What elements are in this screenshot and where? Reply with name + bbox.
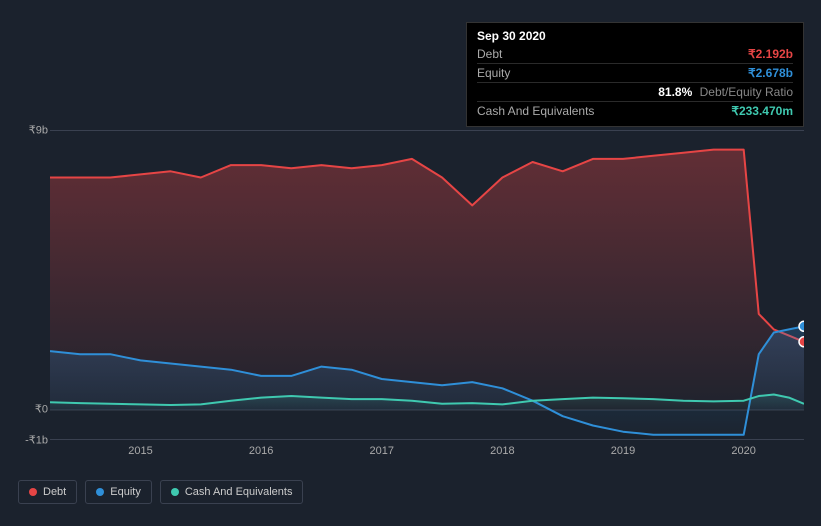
x-tick-label: 2020 (731, 445, 755, 457)
legend-item-equity[interactable]: Equity (85, 480, 152, 504)
tooltip-row: 81.8% Debt/Equity Ratio (477, 83, 793, 102)
tooltip-row: Debt ₹2.192b (477, 45, 793, 64)
end-marker-debt (799, 337, 804, 347)
tooltip-value: ₹2.192b (748, 47, 793, 61)
x-tick-label: 2015 (128, 445, 152, 457)
y-tick-label: ₹0 (35, 403, 48, 416)
chart-legend: Debt Equity Cash And Equivalents (18, 480, 303, 504)
x-tick-label: 2017 (370, 445, 394, 457)
data-tooltip: Sep 30 2020 Debt ₹2.192b Equity ₹2.678b 81.8%… (466, 22, 804, 127)
legend-dot-icon (171, 488, 179, 496)
x-tick-label: 2016 (249, 445, 273, 457)
tooltip-label: Equity (477, 66, 510, 80)
tooltip-row: Equity ₹2.678b (477, 64, 793, 83)
legend-label: Cash And Equivalents (185, 486, 293, 498)
tooltip-row: Cash And Equivalents ₹233.470m (477, 102, 793, 120)
chart-svg (50, 131, 804, 441)
legend-label: Equity (110, 486, 141, 498)
tooltip-value: ₹2.678b (748, 66, 793, 80)
tooltip-value: ₹233.470m (731, 104, 793, 118)
legend-item-cash-and-equivalents[interactable]: Cash And Equivalents (160, 480, 304, 504)
x-tick-label: 2019 (611, 445, 635, 457)
tooltip-label: Cash And Equivalents (477, 104, 594, 118)
tooltip-date: Sep 30 2020 (477, 29, 793, 43)
legend-label: Debt (43, 486, 66, 498)
legend-item-debt[interactable]: Debt (18, 480, 77, 504)
y-tick-label: -₹1b (25, 434, 48, 447)
chart-plot-area[interactable] (50, 130, 804, 440)
end-marker-equity (799, 321, 804, 331)
tooltip-value: 81.8% Debt/Equity Ratio (658, 85, 793, 99)
legend-dot-icon (96, 488, 104, 496)
tooltip-suffix: Debt/Equity Ratio (696, 85, 793, 99)
legend-dot-icon (29, 488, 37, 496)
y-tick-label: ₹9b (29, 124, 48, 137)
y-axis-labels: ₹9b₹0-₹1b (18, 130, 48, 440)
x-tick-label: 2018 (490, 445, 514, 457)
tooltip-label: Debt (477, 47, 502, 61)
